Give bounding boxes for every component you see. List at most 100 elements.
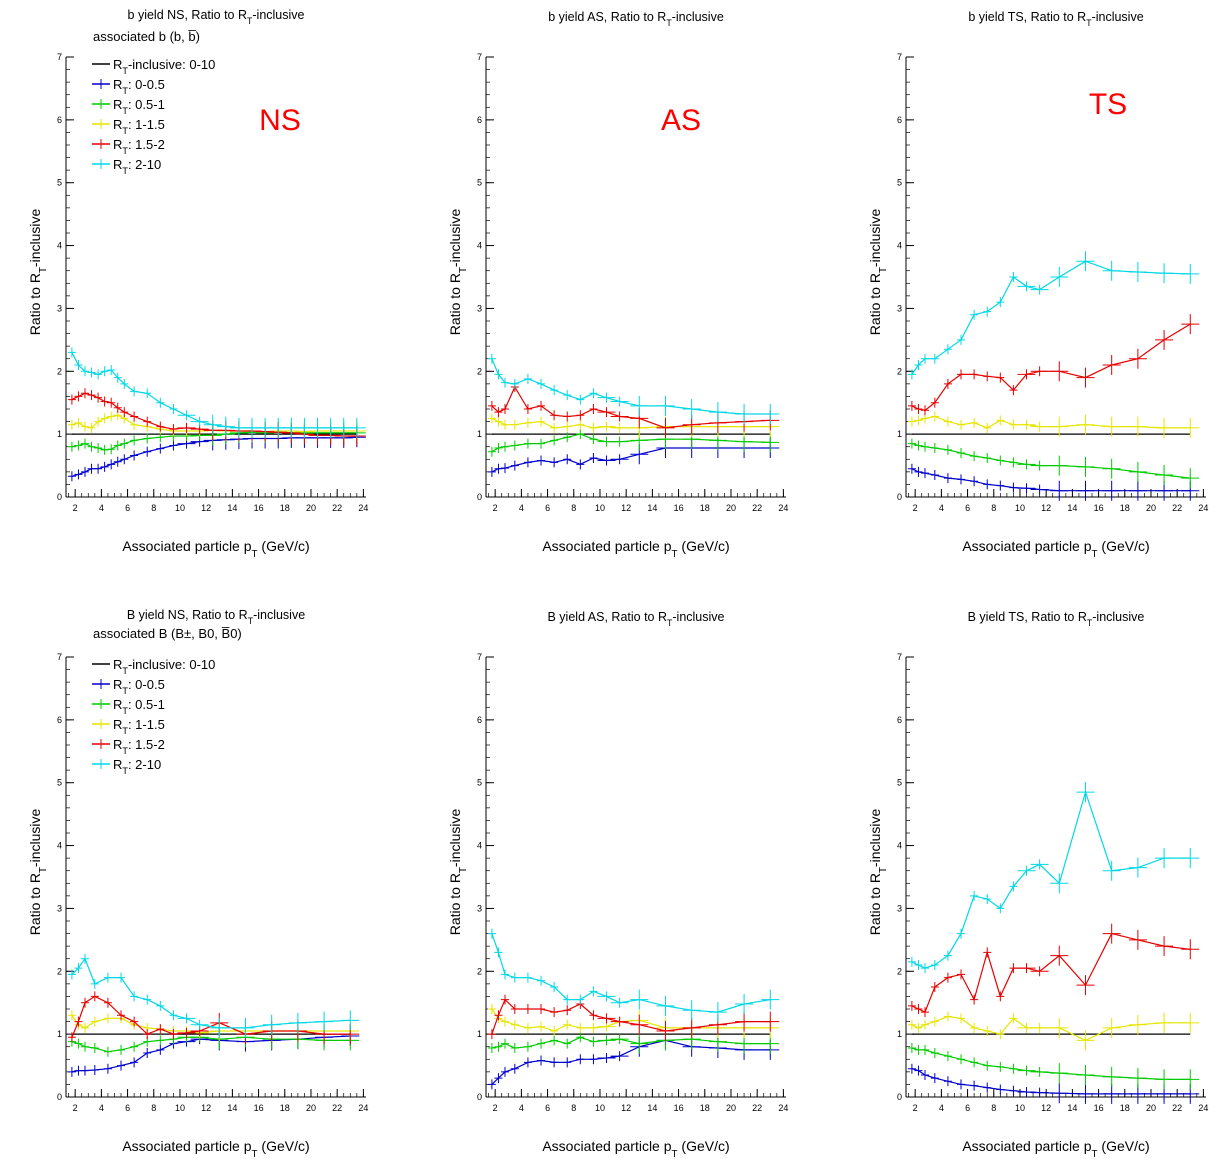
data-point-rt4 <box>216 416 235 437</box>
x-axis-title: Associated particle pT (GeV/c) <box>962 538 1149 560</box>
data-point-rt0 <box>1128 480 1147 501</box>
data-point-rt2 <box>1102 416 1121 437</box>
data-point-rt4 <box>957 334 966 345</box>
data-point-rt3 <box>983 371 992 382</box>
y-tick-label: 3 <box>897 903 902 913</box>
data-point-rt3 <box>537 400 546 411</box>
data-point-rt0 <box>970 476 979 487</box>
y-tick-label: 1 <box>477 1029 482 1039</box>
data-point-rt4 <box>1030 284 1049 295</box>
data-point-rt1 <box>510 1042 519 1053</box>
data-point-rt3 <box>177 1027 196 1038</box>
x-tick-label: 4 <box>519 503 524 513</box>
x-tick-label: 8 <box>991 1103 996 1113</box>
data-point-rt3 <box>550 410 559 421</box>
x-tick-label: 14 <box>227 503 237 513</box>
series-line-rt1 <box>491 433 771 453</box>
data-point-rt3 <box>1050 361 1069 382</box>
y-tick-label: 6 <box>897 715 902 725</box>
data-point-rt3 <box>169 424 178 435</box>
chart-title: b yield TS, Ratio to RT-inclusive <box>968 10 1143 28</box>
y-tick-label: 4 <box>897 841 902 851</box>
data-point-rt3 <box>1076 367 1095 388</box>
data-point-rt1 <box>1128 1068 1147 1089</box>
data-point-rt1 <box>943 1051 952 1062</box>
panel-annotation: AS <box>661 104 701 137</box>
data-point-rt3 <box>563 411 572 422</box>
data-point-rt1 <box>1181 468 1200 489</box>
data-point-rt2 <box>943 416 952 427</box>
y-tick-label: 7 <box>897 52 902 62</box>
data-point-rt3 <box>996 991 1005 1002</box>
data-point-rt1 <box>130 1041 139 1052</box>
data-point-rt3 <box>1030 966 1049 977</box>
chart-title: B yield TS, Ratio to RT-inclusive <box>968 610 1145 628</box>
data-point-rt2 <box>1181 1012 1200 1033</box>
data-point-rt2 <box>1181 417 1200 438</box>
data-point-rt2 <box>970 1022 979 1033</box>
chart-title: b yield AS, Ratio to RT-inclusive <box>548 10 724 28</box>
data-point-rt2 <box>1102 1017 1121 1038</box>
y-tick-label: 5 <box>897 178 902 188</box>
y-tick-label: 4 <box>57 241 62 251</box>
data-point-rt2 <box>67 419 76 430</box>
data-point-rt4 <box>523 972 532 983</box>
data-point-rt3 <box>1009 963 1018 974</box>
data-point-rt1 <box>907 438 916 449</box>
data-point-rt0 <box>510 460 519 471</box>
data-point-rt3 <box>610 411 629 422</box>
data-point-rt3 <box>907 1000 916 1011</box>
data-point-rt3 <box>67 1032 76 1043</box>
y-tick-label: 3 <box>477 303 482 313</box>
y-tick-label: 1 <box>57 1029 62 1039</box>
data-point-rt4 <box>983 306 992 317</box>
x-tick-label: 10 <box>595 503 605 513</box>
x-tick-label: 8 <box>571 1103 576 1113</box>
x-tick-label: 24 <box>778 503 788 513</box>
data-point-rt3 <box>487 400 496 411</box>
data-point-rt4 <box>143 388 152 399</box>
data-point-rt4 <box>1017 281 1036 292</box>
x-tick-label: 18 <box>1120 503 1130 513</box>
x-tick-label: 10 <box>175 503 185 513</box>
data-point-rt2 <box>996 1029 1005 1040</box>
y-tick-label: 0 <box>477 492 482 502</box>
data-point-rt4 <box>610 997 629 1008</box>
data-point-rt4 <box>510 378 519 389</box>
data-point-rt4 <box>1076 782 1095 803</box>
x-tick-label: 2 <box>73 1103 78 1113</box>
data-point-rt2 <box>74 417 83 428</box>
data-point-rt4 <box>920 353 929 364</box>
data-point-rt3 <box>970 994 979 1005</box>
data-point-rt0 <box>970 1080 979 1091</box>
legend-label-rt4: RT: 2-10 <box>113 757 161 776</box>
series-line-rt1 <box>911 1047 1191 1081</box>
y-tick-label: 0 <box>897 492 902 502</box>
x-tick-label: 16 <box>254 503 264 513</box>
legend-label-rt3: RT: 1.5-2 <box>113 737 165 756</box>
y-tick-label: 1 <box>477 429 482 439</box>
x-tick-label: 20 <box>306 1103 316 1113</box>
data-point-rt0 <box>1102 1083 1121 1104</box>
data-point-rt3 <box>80 997 89 1008</box>
x-tick-label: 12 <box>621 503 631 513</box>
x-tick-label: 22 <box>1172 503 1182 513</box>
data-point-rt4 <box>120 378 129 389</box>
x-axis-title: Associated particle pT (GeV/c) <box>542 538 729 560</box>
data-point-rt4 <box>576 994 585 1005</box>
data-point-rt2 <box>1076 1030 1095 1051</box>
y-tick-label: 6 <box>57 715 62 725</box>
x-tick-label: 4 <box>939 1103 944 1113</box>
y-tick-label: 5 <box>477 178 482 188</box>
y-tick-label: 2 <box>897 366 902 376</box>
data-point-rt0 <box>907 1063 916 1074</box>
y-axis-title: Ratio to RT-inclusive <box>27 208 49 335</box>
chart-title: B yield AS, Ratio to RT-inclusive <box>548 610 725 628</box>
x-tick-label: 2 <box>913 1103 918 1113</box>
data-point-rt4 <box>761 989 780 1010</box>
data-point-rt4 <box>630 989 649 1010</box>
panel-annotation: TS <box>1089 88 1127 121</box>
series-line-rt3 <box>911 323 1191 411</box>
data-point-rt2 <box>1155 1012 1174 1033</box>
data-point-rt1 <box>1076 456 1095 477</box>
